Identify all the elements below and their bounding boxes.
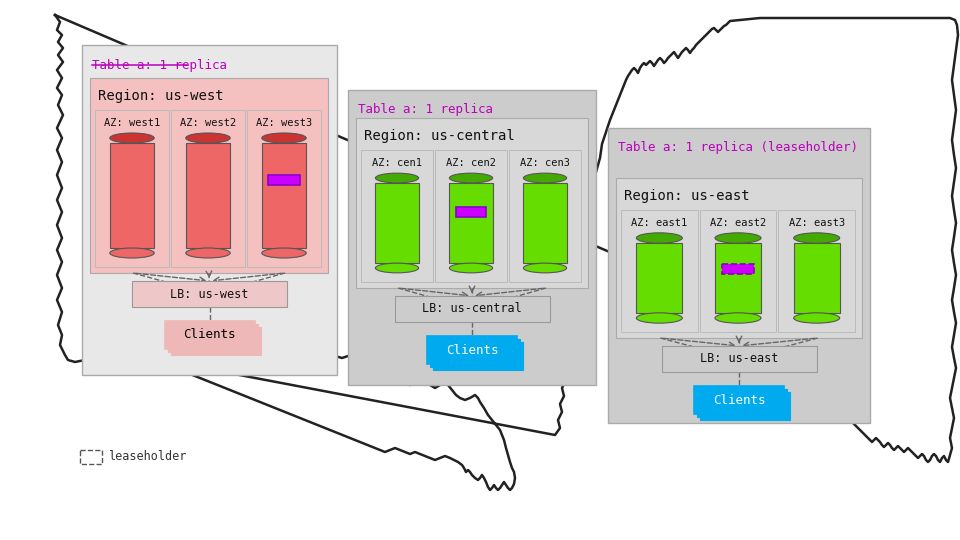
Bar xyxy=(715,243,761,313)
Ellipse shape xyxy=(262,133,306,143)
Text: Region: us-central: Region: us-central xyxy=(364,129,515,143)
Text: Table a: 1 replica: Table a: 1 replica xyxy=(358,104,493,117)
Text: Table a: 1 replica: Table a: 1 replica xyxy=(92,58,227,71)
Bar xyxy=(247,110,321,267)
Bar xyxy=(722,264,755,274)
Text: leaseholder: leaseholder xyxy=(108,450,186,463)
Ellipse shape xyxy=(794,233,840,243)
Ellipse shape xyxy=(449,173,492,183)
Bar xyxy=(262,143,306,248)
Bar xyxy=(109,143,155,248)
Ellipse shape xyxy=(636,313,683,323)
Text: Clients: Clients xyxy=(183,328,236,341)
Text: AZ: east1: AZ: east1 xyxy=(632,218,687,228)
Bar xyxy=(90,78,328,273)
Bar xyxy=(794,243,840,313)
Text: Clients: Clients xyxy=(712,394,765,407)
Bar xyxy=(697,389,787,417)
Bar xyxy=(523,183,566,263)
Ellipse shape xyxy=(715,233,761,243)
Bar xyxy=(616,178,862,338)
Bar xyxy=(348,90,596,385)
Bar xyxy=(82,45,337,375)
Bar xyxy=(80,450,102,464)
Bar xyxy=(361,150,433,282)
Ellipse shape xyxy=(449,263,492,273)
Bar xyxy=(779,210,855,332)
Bar xyxy=(661,346,817,372)
Text: AZ: west2: AZ: west2 xyxy=(180,118,236,128)
Text: AZ: cen3: AZ: cen3 xyxy=(520,158,570,168)
Text: AZ: west3: AZ: west3 xyxy=(256,118,312,128)
Ellipse shape xyxy=(186,133,230,143)
Text: LB: us-east: LB: us-east xyxy=(700,353,779,366)
Bar xyxy=(430,339,520,367)
Bar xyxy=(395,296,549,322)
Bar xyxy=(433,342,523,370)
Bar xyxy=(700,210,777,332)
Bar xyxy=(435,150,507,282)
Ellipse shape xyxy=(109,248,155,258)
Ellipse shape xyxy=(375,263,419,273)
Text: AZ: west1: AZ: west1 xyxy=(104,118,160,128)
Bar xyxy=(186,143,230,248)
Bar xyxy=(164,321,254,349)
Bar xyxy=(608,128,870,423)
Text: LB: us-west: LB: us-west xyxy=(170,287,249,300)
Ellipse shape xyxy=(794,313,840,323)
Ellipse shape xyxy=(636,233,683,243)
Bar xyxy=(167,324,257,352)
Ellipse shape xyxy=(523,173,566,183)
Text: Clients: Clients xyxy=(445,343,498,356)
Text: Region: us-east: Region: us-east xyxy=(624,189,750,203)
Ellipse shape xyxy=(375,173,419,183)
Bar xyxy=(171,327,260,355)
Ellipse shape xyxy=(715,313,761,323)
Ellipse shape xyxy=(523,263,566,273)
Text: AZ: east3: AZ: east3 xyxy=(788,218,845,228)
Ellipse shape xyxy=(109,133,155,143)
Bar xyxy=(636,243,683,313)
Bar xyxy=(700,392,790,420)
Bar xyxy=(356,118,588,288)
Text: AZ: east2: AZ: east2 xyxy=(709,218,766,228)
Text: LB: us-central: LB: us-central xyxy=(422,302,522,315)
Bar xyxy=(95,110,169,267)
Bar xyxy=(449,183,492,263)
Bar xyxy=(694,386,784,414)
Ellipse shape xyxy=(186,248,230,258)
Text: AZ: cen2: AZ: cen2 xyxy=(446,158,496,168)
Bar xyxy=(427,336,517,364)
Bar xyxy=(132,281,287,307)
Ellipse shape xyxy=(262,248,306,258)
Text: Table a: 1 replica (leaseholder): Table a: 1 replica (leaseholder) xyxy=(618,141,858,154)
Bar xyxy=(509,150,581,282)
Bar xyxy=(375,183,419,263)
Bar xyxy=(621,210,698,332)
Text: Region: us-west: Region: us-west xyxy=(98,89,224,103)
Bar xyxy=(456,207,486,217)
Bar xyxy=(171,110,245,267)
Bar xyxy=(269,175,300,185)
Text: AZ: cen1: AZ: cen1 xyxy=(372,158,422,168)
